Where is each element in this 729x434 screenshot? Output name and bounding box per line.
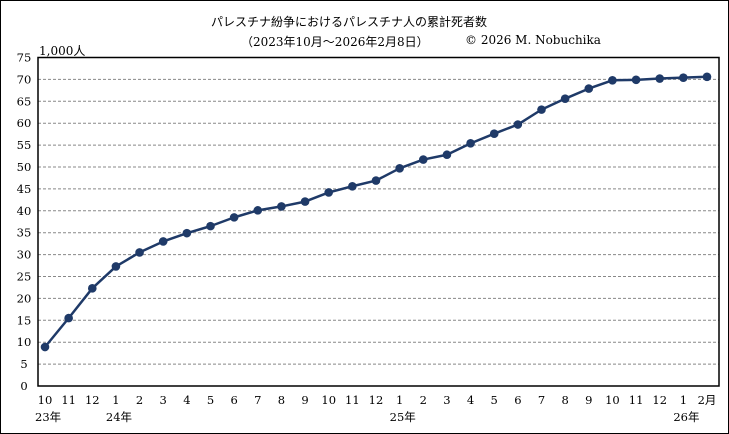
data-point [40,342,50,352]
x-tick-label: 5 [207,393,214,407]
x-tick-label: 12 [369,393,384,407]
data-point [537,105,546,114]
x-tick-label: 2月 [698,393,717,407]
x-tick-label: 9 [585,393,592,407]
x-tick-label: 3 [443,393,450,407]
data-point [702,72,712,82]
data-point [253,206,263,215]
data-point [182,228,192,238]
x-tick-label: 2 [136,393,143,407]
y-tick-label: 60 [17,116,32,130]
x-tick-label: 1 [112,393,119,407]
plot-area-border [37,56,720,387]
x-tick-label: 6 [514,393,521,407]
chart-subtitle: （2023年10月～2026年2月8日） [241,35,429,49]
x-tick-label: 1 [396,393,403,407]
data-point [513,120,523,129]
y-tick-label: 75 [17,51,32,65]
data-point [87,284,97,293]
x-tick-label: 2 [420,393,427,407]
x-tick-label: 8 [278,393,285,407]
x-tick-label: 1 [680,393,687,407]
x-tick-label: 10 [38,393,53,407]
x-tick-label: 10 [605,393,620,407]
y-tick-label: 65 [17,94,32,108]
y-tick-label: 30 [17,248,32,262]
data-point [300,197,310,206]
data-point [135,248,144,257]
y-axis-unit-label: 1,000人 [39,44,86,58]
data-point [64,313,73,323]
x-tick-label: 4 [467,393,474,407]
x-year-label: 26年 [673,410,699,424]
x-tick-label: 6 [230,393,237,407]
data-point [277,202,286,211]
data-point [229,213,239,222]
data-point [489,129,499,139]
data-point [631,75,641,85]
y-tick-label: 25 [17,270,32,284]
x-tick-label: 9 [301,393,308,407]
x-tick-label: 7 [254,393,261,407]
y-tick-label: 35 [17,226,32,240]
x-tick-label: 10 [321,393,336,407]
x-tick-label: 4 [183,393,190,407]
x-tick-label: 3 [160,393,167,407]
data-point [158,237,168,246]
data-point [466,139,475,148]
x-year-label: 25年 [390,410,416,424]
x-tick-label: 7 [538,393,545,407]
x-year-label: 24年 [106,410,132,424]
x-year-label: 23年 [35,410,61,424]
data-point [560,94,570,103]
x-tick-label: 11 [345,393,360,407]
data-point [418,155,428,164]
y-tick-label: 10 [17,335,32,349]
data-point [584,84,594,93]
y-tick-label: 70 [17,72,32,86]
y-tick-label: 40 [17,204,32,218]
x-tick-label: 8 [561,393,568,407]
data-point [608,75,617,85]
data-point [111,262,121,271]
data-point [371,176,381,185]
y-tick-label: 15 [17,313,32,327]
data-point [324,188,334,197]
data-point [348,181,357,191]
y-tick-label: 20 [17,291,32,305]
data-point [206,221,215,231]
data-point [395,164,404,173]
y-tick-label: 50 [17,160,32,174]
data-point [679,73,688,82]
y-tick-label: 5 [20,357,27,371]
data-point [655,74,665,83]
chart-credit: © 2026 M. Nobuchika [465,33,601,47]
x-tick-label: 12 [85,393,100,407]
y-tick-label: 0 [20,379,27,393]
x-tick-label: 11 [629,393,644,407]
y-tick-label: 55 [17,138,32,152]
y-tick-label: 45 [17,182,32,196]
x-tick-label: 5 [491,393,498,407]
data-point [442,150,452,160]
data-line [44,75,708,348]
x-tick-label: 11 [61,393,76,407]
chart-title: パレスチナ紛争におけるパレスチナ人の累計死者数 [211,15,488,29]
x-tick-label: 12 [652,393,667,407]
